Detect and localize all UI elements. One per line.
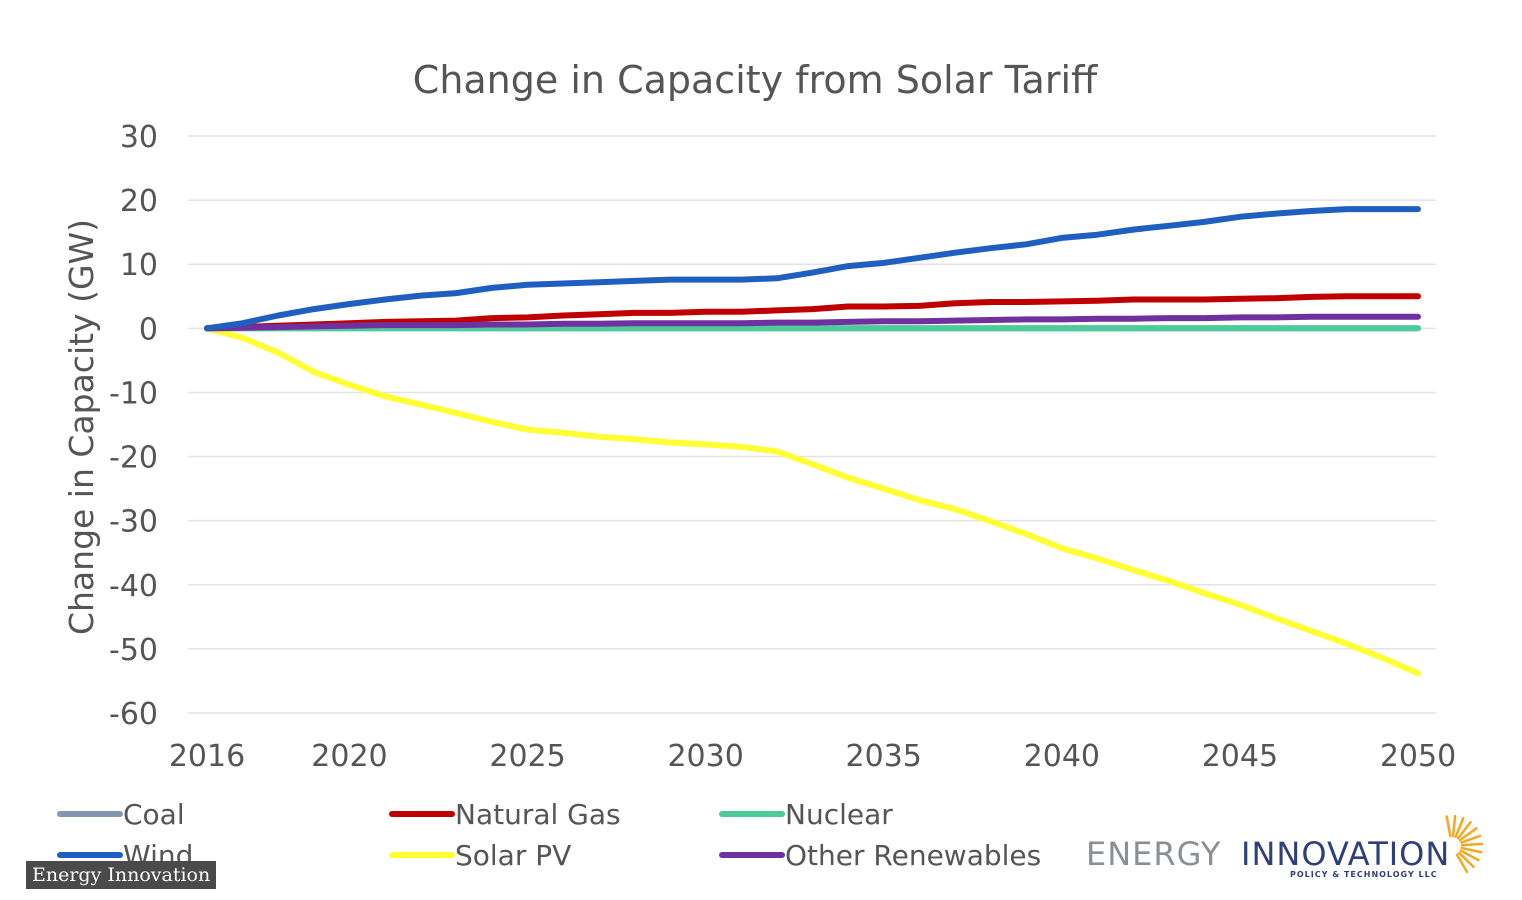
sunburst-ray [1454,816,1465,838]
sunburst-ray [1458,827,1478,842]
y-tick-label: -30 [109,505,158,540]
sunburst-ray [1457,851,1475,869]
legend-label-nuclear: Nuclear [785,798,893,831]
sunburst-ray [1460,846,1483,854]
legend-label-natural-gas: Natural Gas [455,798,621,831]
legend-label-other-renewables: Other Renewables [785,839,1041,872]
series-line-other-renewables [204,313,1421,332]
y-tick-label: -50 [109,633,158,668]
y-tick-labels: 30 20 10 0 -10 -20 -30 -40 -50 -60 [109,120,158,732]
x-tick-label: 2035 [846,739,922,774]
sunburst-ray [1460,834,1482,844]
y-tick-label: 30 [120,120,158,155]
chart-title: Change in Capacity from Solar Tariff [413,58,1098,102]
x-tick-label: 2030 [667,739,743,774]
sunburst-ray [1460,842,1484,847]
x-tick-label: 2040 [1024,739,1100,774]
gridlines [188,135,1436,714]
sunburst-ray [1456,821,1472,840]
energy-innovation-logo: ENERGY INNOVATION POLICY & TECHNOLOGY LL… [1086,814,1484,879]
logo-subtitle: POLICY & TECHNOLOGY LLC [1290,870,1438,879]
sunburst-ray [1459,849,1480,862]
series-line-natural-gas [204,293,1421,332]
legend-label-solar-pv: Solar PV [455,839,571,872]
series-lines [204,206,1421,677]
y-tick-label: -60 [109,697,158,732]
y-tick-label: -20 [109,441,158,476]
sunburst-icon [1445,814,1484,874]
logo-word-innovation: INNOVATION [1241,835,1450,873]
y-tick-label: 10 [120,248,158,283]
y-tick-label: -40 [109,569,158,604]
watermark: Energy Innovation [26,861,217,889]
legend-label-coal: Coal [123,798,185,831]
y-tick-label: -10 [109,376,158,411]
series-line-solar-pv [204,325,1421,677]
sunburst-ray [1445,815,1452,838]
x-tick-label: 2050 [1380,739,1456,774]
sunburst-ray [1451,814,1457,838]
x-tick-label: 2016 [169,739,245,774]
x-tick-label: 2025 [489,739,565,774]
y-axis-title: Change in Capacity (GW) [62,219,101,635]
logo-word-energy: ENERGY [1086,835,1221,873]
x-tick-label: 2020 [311,739,387,774]
series-line-wind [204,206,1421,332]
sunburst-ray [1455,853,1469,874]
x-tick-label: 2045 [1202,739,1278,774]
y-tick-label: 20 [120,184,158,219]
x-tick-labels: 2016 2020 2025 2030 2035 2040 2045 2050 [169,739,1456,774]
y-tick-label: 0 [139,312,158,347]
